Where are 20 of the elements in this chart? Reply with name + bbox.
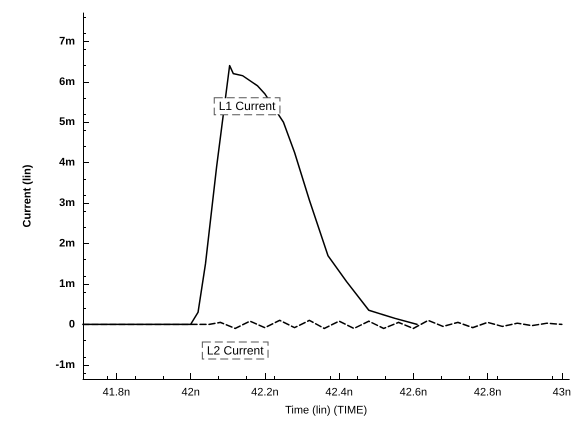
y-tick-label: 6m bbox=[59, 76, 76, 88]
x-axis-title: Time (lin) (TIME) bbox=[285, 404, 368, 416]
x-tick-label: 42.6n bbox=[400, 386, 428, 398]
y-tick-label: 1m bbox=[59, 278, 76, 290]
y-tick-label: 7m bbox=[59, 35, 76, 48]
x-tick-label: 42.4n bbox=[325, 386, 353, 398]
y-axis-title: Current (lin) bbox=[22, 164, 34, 228]
y-tick-label: -1m bbox=[55, 358, 76, 371]
series-label: L2 Current bbox=[206, 343, 264, 358]
y-tick-label: 0 bbox=[68, 318, 75, 330]
y-tick-label: 3m bbox=[59, 197, 76, 210]
x-tick-label: 43n bbox=[552, 386, 572, 398]
x-tick-label: 42.8n bbox=[474, 386, 502, 398]
y-tick-label: 2m bbox=[59, 238, 76, 250]
y-tick-label: 5m bbox=[59, 116, 76, 128]
x-tick-label: 42n bbox=[181, 386, 200, 398]
x-tick-label: 41.8n bbox=[102, 386, 130, 398]
x-tick-label: 42.2n bbox=[251, 386, 279, 398]
y-tick-label: 4m bbox=[59, 156, 76, 169]
series-label: L1 Current bbox=[218, 99, 276, 114]
